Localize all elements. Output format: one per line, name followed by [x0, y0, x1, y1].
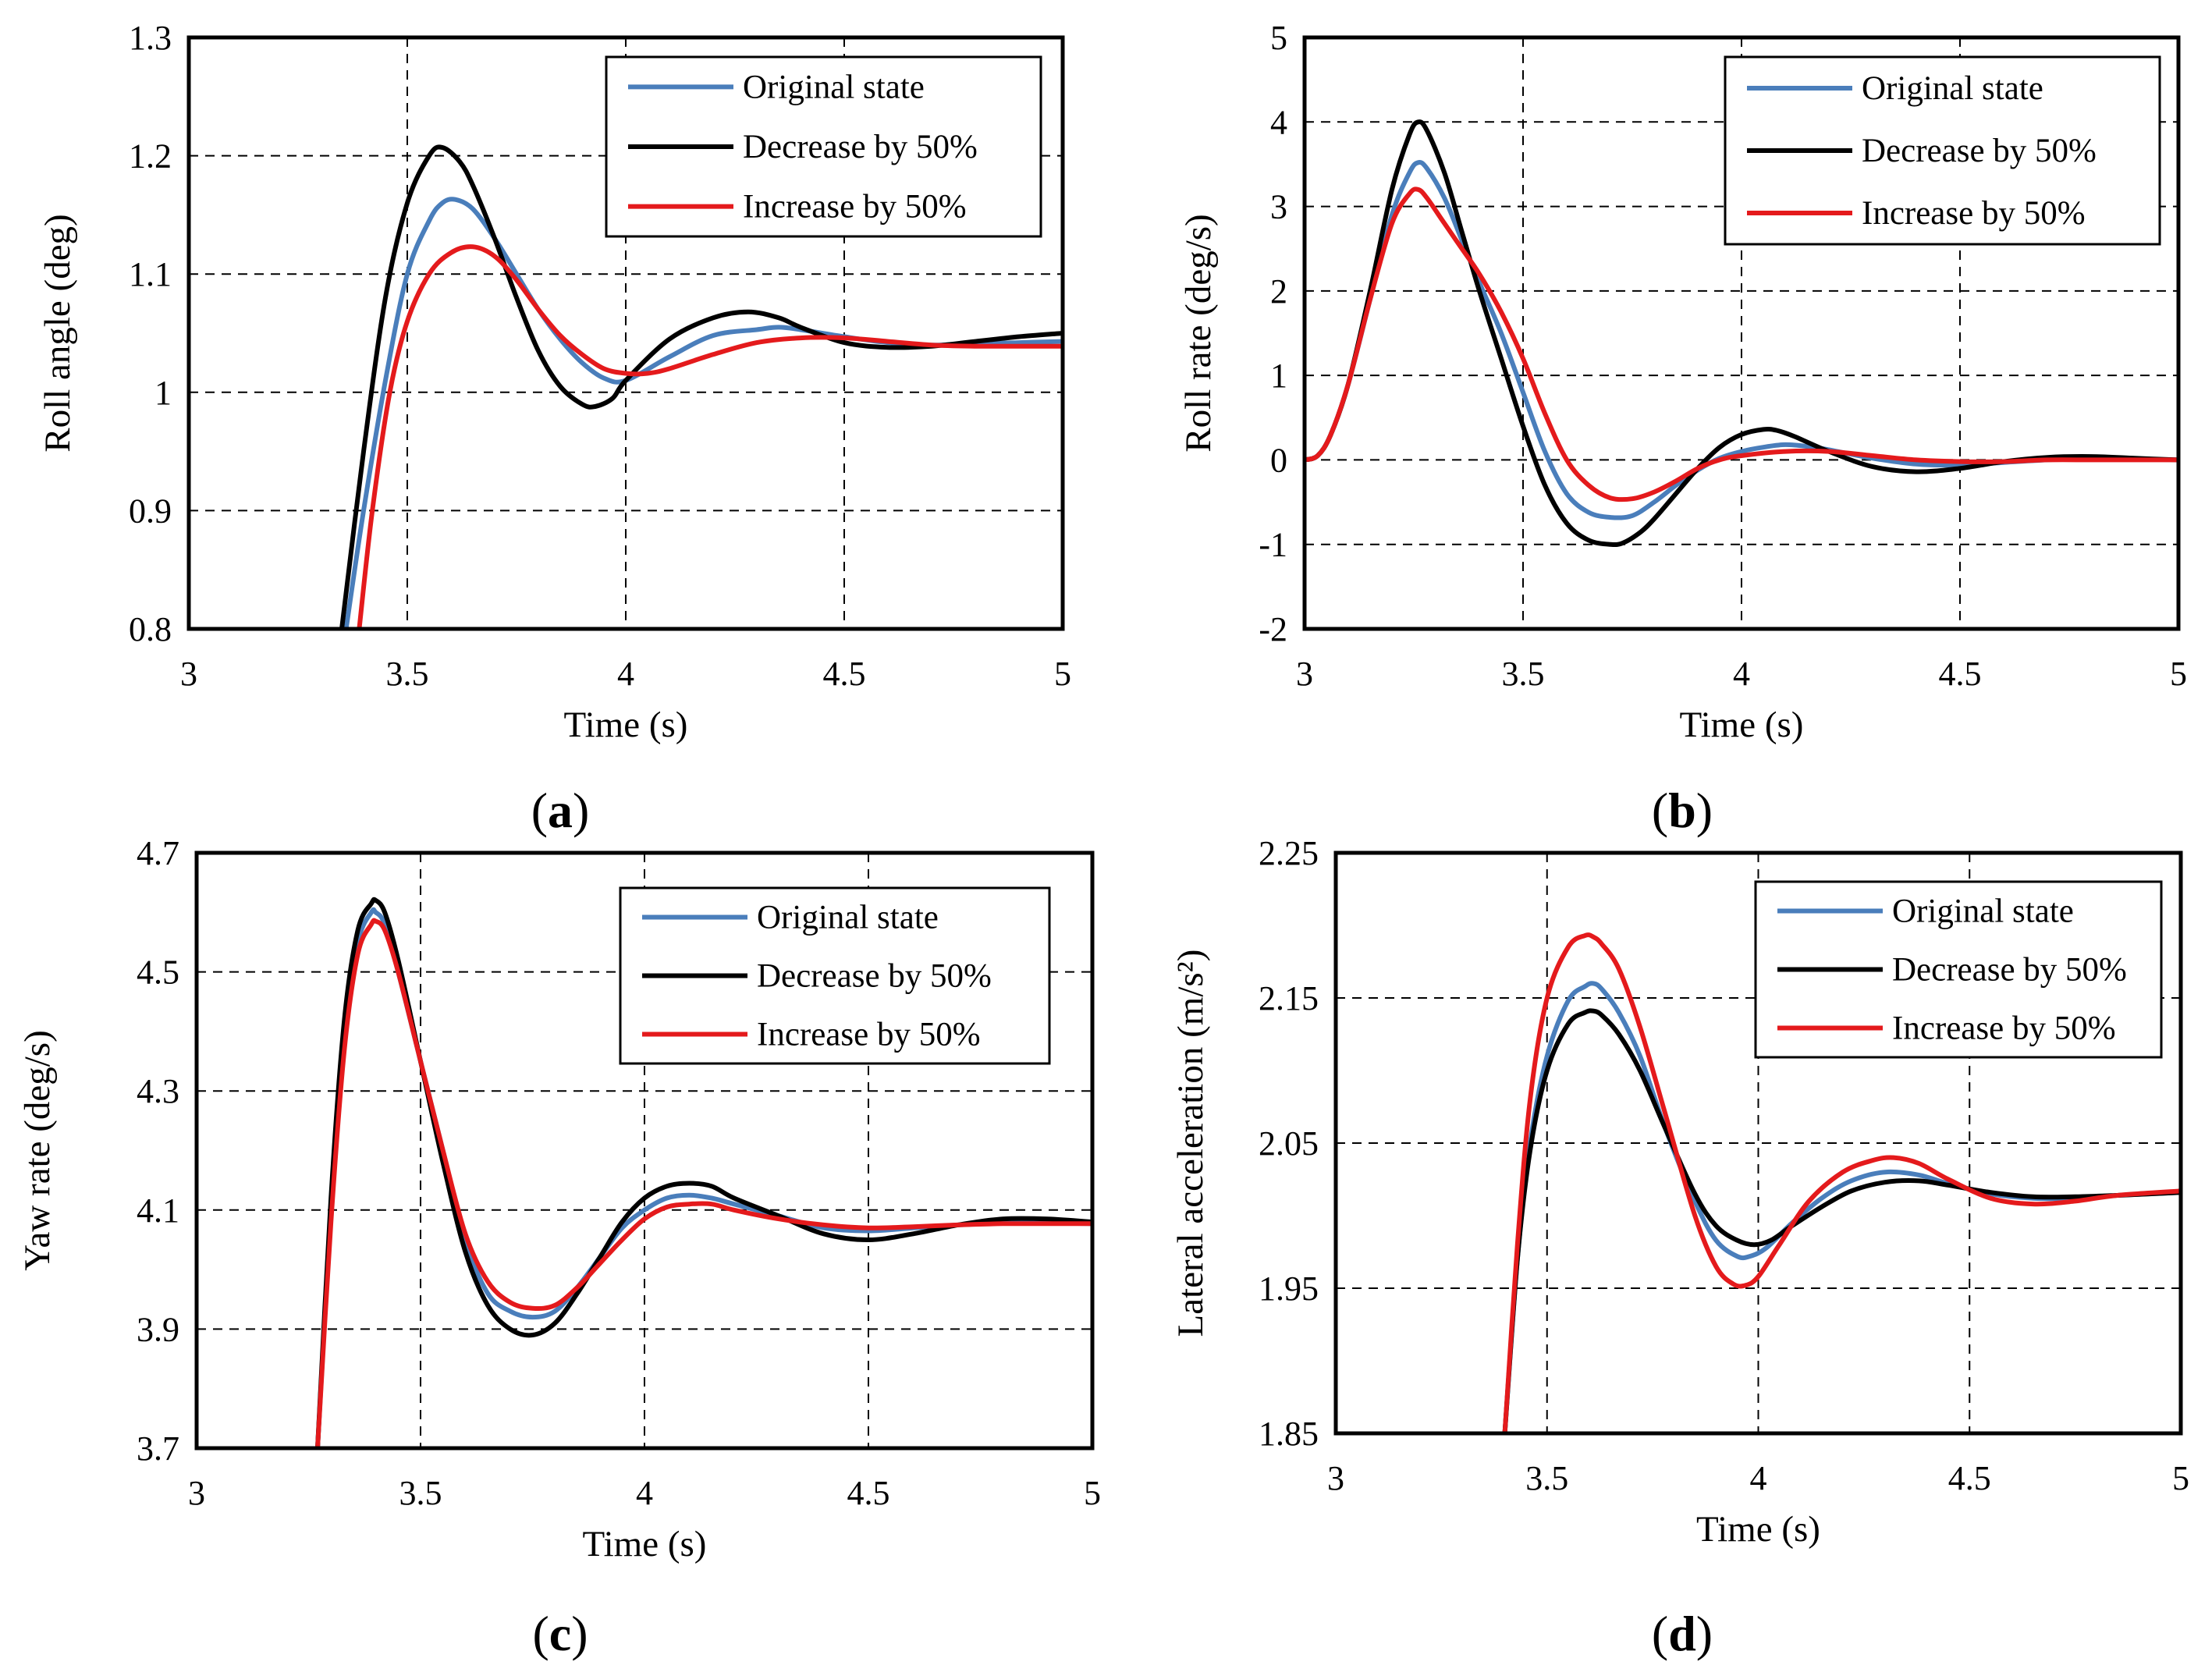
plot-frame	[1333, 850, 2183, 1436]
chart-panel-c: 3 3.5 4 4.5 5 3.7 3.9 4.1 4.3 4.5 4.7 Time (s) Yaw r…	[17, 834, 1101, 1661]
x-tick-label: 5	[1054, 655, 1071, 693]
y-tick-label: 2.15	[1259, 979, 1319, 1017]
legend-label: Original state	[1862, 70, 2043, 107]
y-tick-label: 2.25	[1259, 834, 1319, 872]
x-tick-label: 4.5	[1948, 1459, 1991, 1497]
series-line-decrease-by-50-	[1305, 119, 2178, 548]
chart-panel-d: 3 3.5 4 4.5 5 1.85 1.95 2.05 2.15 2.25 Time (s) Lat…	[1170, 834, 2189, 1661]
x-tick-label: 5	[2172, 1459, 2189, 1497]
y-tick-label: 3	[1270, 188, 1287, 226]
x-axis-label: Time (s)	[564, 705, 688, 745]
y-tick-label: -2	[1259, 610, 1287, 648]
y-tick-label: 4	[1270, 103, 1287, 141]
legend-label: Original state	[743, 69, 925, 105]
x-tick-label: 3	[1296, 655, 1313, 693]
x-tick-label: 3	[1327, 1459, 1344, 1497]
y-tick-label: 4.5	[137, 953, 179, 992]
y-tick-label: 1.1	[129, 255, 172, 293]
y-tick-label: 1.3	[129, 19, 172, 57]
legend: Original state Decrease by 50% Increase by…	[1754, 880, 2163, 1059]
y-axis-label: Yaw rate (deg/s)	[17, 1030, 58, 1270]
series-line-increase-by-50-	[357, 244, 1063, 629]
x-axis-label: Time (s)	[1680, 705, 1804, 745]
legend-label: Increase by 50%	[757, 1017, 981, 1053]
y-tick-label: -1	[1259, 526, 1287, 564]
y-axis-label: Roll rate (deg/s)	[1178, 214, 1219, 452]
x-tick-label: 4.5	[847, 1474, 890, 1512]
x-tick-label: 3.5	[1525, 1459, 1568, 1497]
legend-label: Original state	[757, 900, 939, 936]
x-axis-label: Time (s)	[583, 1524, 707, 1564]
chart-panel-b: 3 3.5 4 4.5 5 -2 -1 0 1 2 3 4 5 Time (s) Roll rate (de…	[1178, 19, 2187, 838]
x-tick-label: 4	[636, 1474, 653, 1512]
x-tick-label: 3.5	[399, 1474, 442, 1512]
panel-label: (b)	[1652, 783, 1713, 838]
series-line-decrease-by-50-	[1502, 1008, 2181, 1433]
legend-label: Increase by 50%	[1892, 1010, 2116, 1047]
y-tick-label: 4.7	[137, 834, 179, 872]
series-line-increase-by-50-	[1305, 186, 2178, 502]
y-tick-label: 1	[1270, 357, 1287, 395]
chart-panel-a: 3 3.5 4 4.5 5 0.8 0.9 1 1.1 1.2 1.3 Time (s) Roll an…	[37, 19, 1071, 838]
x-tick-label: 3	[180, 655, 197, 693]
series-line-original-state	[1305, 160, 2178, 520]
series-line-increase-by-50-	[315, 918, 1092, 1448]
x-tick-label: 3	[188, 1474, 205, 1512]
plot-frame	[194, 850, 1095, 1451]
y-tick-label: 0.8	[129, 610, 172, 648]
y-axis-label: Lateral acceleration (m/s²)	[1170, 950, 1211, 1337]
plot-frame	[186, 35, 1065, 631]
x-tick-label: 4	[617, 655, 634, 693]
x-tick-label: 4.5	[1939, 655, 1982, 693]
x-tick-label: 5	[1084, 1474, 1101, 1512]
y-tick-label: 0.9	[129, 492, 172, 530]
y-tick-label: 1	[154, 374, 172, 412]
legend: Original state Decrease by 50% Increase by…	[605, 55, 1042, 238]
y-tick-label: 1.2	[129, 137, 172, 176]
y-tick-label: 3.7	[137, 1429, 179, 1468]
x-tick-label: 3.5	[1502, 655, 1545, 693]
series-line-decrease-by-50-	[315, 897, 1092, 1448]
y-tick-label: 4.3	[137, 1072, 179, 1110]
legend-label: Original state	[1892, 893, 2074, 930]
series-line-decrease-by-50-	[339, 144, 1063, 629]
legend-label: Increase by 50%	[1862, 195, 2086, 232]
x-tick-label: 4	[1750, 1459, 1767, 1497]
series-group	[339, 144, 1063, 629]
legend-label: Decrease by 50%	[1862, 133, 2097, 169]
series-line-increase-by-50-	[1502, 932, 2181, 1433]
legend-label: Decrease by 50%	[757, 958, 992, 995]
y-tick-label: 0	[1270, 441, 1287, 479]
series-line-original-state	[315, 907, 1092, 1448]
y-tick-label: 2.05	[1259, 1124, 1319, 1163]
y-tick-label: 3.9	[137, 1310, 179, 1348]
y-tick-label: 1.85	[1259, 1415, 1319, 1453]
legend: Original state Decrease by 50% Increase by…	[619, 886, 1051, 1065]
x-tick-label: 3.5	[386, 655, 429, 693]
x-tick-label: 5	[2170, 655, 2187, 693]
x-tick-label: 4.5	[823, 655, 866, 693]
legend: Original state Decrease by 50% Increase by…	[1724, 55, 2161, 246]
legend-label: Decrease by 50%	[1892, 952, 2127, 989]
series-line-original-state	[343, 197, 1063, 629]
y-tick-label: 4.1	[137, 1191, 179, 1230]
legend-label: Decrease by 50%	[743, 129, 978, 165]
gridlines	[1336, 853, 2181, 1433]
y-axis-label: Roll angle (deg)	[37, 214, 78, 452]
x-axis-label: Time (s)	[1696, 1509, 1820, 1550]
legend-label: Increase by 50%	[743, 189, 967, 225]
plot-frame	[1302, 35, 2181, 631]
panel-label: (a)	[531, 783, 590, 838]
panel-label: (c)	[532, 1606, 588, 1661]
series-group	[1305, 119, 2178, 548]
panel-label: (d)	[1652, 1606, 1713, 1661]
x-tick-label: 4	[1733, 655, 1750, 693]
y-tick-label: 5	[1270, 19, 1287, 57]
y-tick-label: 1.95	[1259, 1269, 1319, 1308]
series-group	[315, 897, 1092, 1448]
y-tick-label: 2	[1270, 272, 1287, 311]
series-group	[1502, 932, 2181, 1433]
